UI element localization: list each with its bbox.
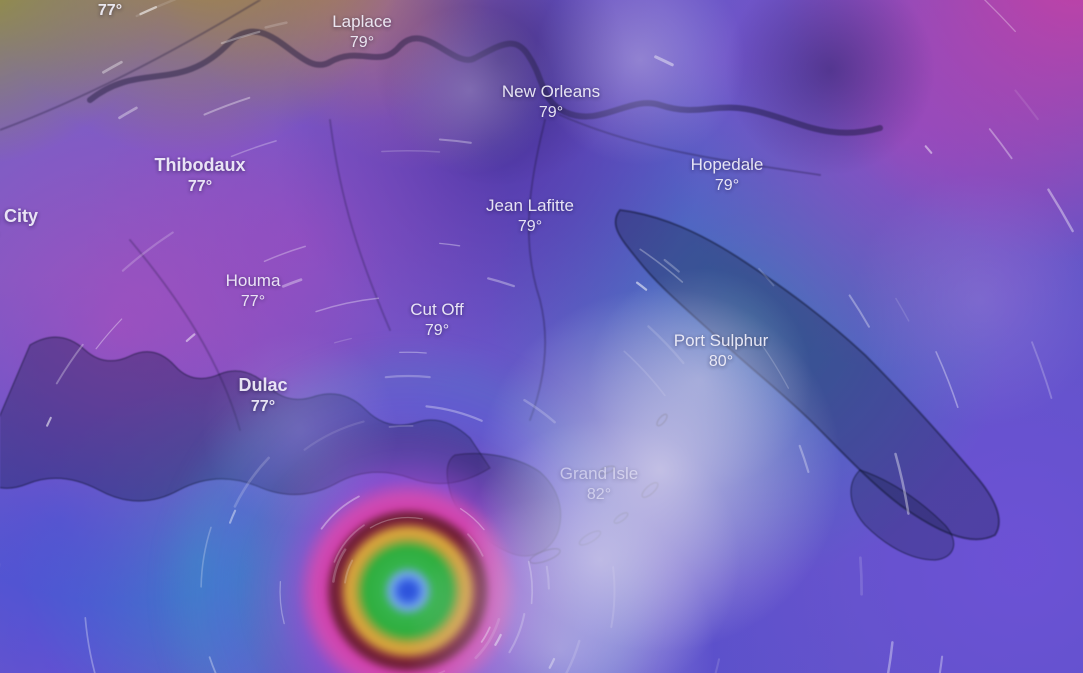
city-temperature: 79° — [538, 104, 564, 121]
city-temperature: 79° — [0, 227, 38, 248]
city-label-new-orleans: New Orleans 79° — [502, 81, 600, 123]
city-name: Cut Off — [410, 300, 464, 319]
city-temperature: 79° — [714, 177, 740, 194]
city-temperature: 77° — [187, 178, 213, 195]
city-name: Dulac — [238, 375, 288, 395]
city-name: Grand Isle — [559, 464, 639, 483]
city-label-grand-isle: Grand Isle 82° — [560, 463, 638, 505]
city-temperature: 77° — [240, 293, 266, 310]
city-temperature: 77° — [97, 2, 123, 19]
city-name: New Orleans — [501, 82, 601, 101]
city-name: Laplace — [332, 12, 392, 31]
city-temperature: 80° — [708, 353, 734, 370]
city-label-thibodaux: Thibodaux 77° — [155, 155, 246, 197]
city-label-cut-off: Cut Off 79° — [410, 299, 464, 341]
city-label-port-sulphur: Port Sulphur 80° — [674, 330, 769, 372]
city-name: Port Sulphur — [673, 331, 769, 350]
city-label-unnamed-0: 77° — [98, 0, 122, 21]
city-name: Thibodaux — [154, 155, 246, 175]
city-label-houma: Houma 77° — [226, 270, 281, 312]
city-label-dulac: Dulac 77° — [238, 375, 287, 417]
city-temperature: 79° — [424, 322, 450, 339]
city-temperature: 77° — [250, 398, 276, 415]
city-label-laplace: Laplace 79° — [332, 11, 392, 53]
city-name: Houma — [225, 271, 281, 290]
city-label-hopedale: Hopedale 79° — [691, 154, 764, 196]
city-name: Morgan City — [0, 206, 39, 226]
city-temperature: 79° — [517, 218, 543, 235]
city-temperature: 79° — [349, 34, 375, 51]
city-label-morgan-city: Morgan City79° — [0, 206, 38, 248]
city-name: Hopedale — [690, 155, 764, 174]
city-name: Jean Lafitte — [486, 196, 574, 215]
city-temperature: 82° — [586, 486, 612, 503]
city-label-jean-lafitte: Jean Lafitte 79° — [486, 195, 574, 237]
